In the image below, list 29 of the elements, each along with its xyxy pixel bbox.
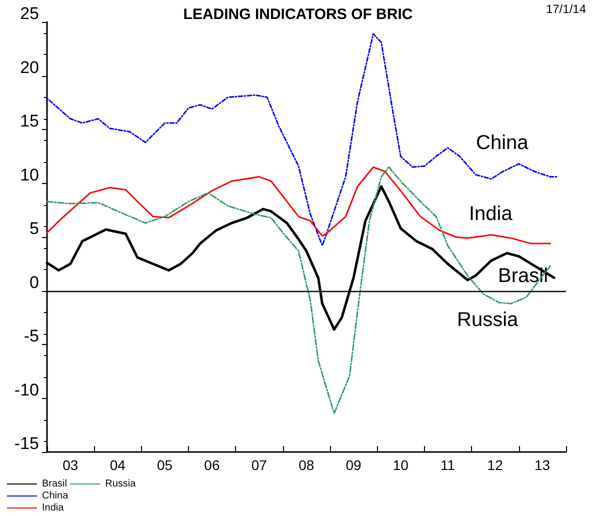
x-tick-label: 12 [487, 457, 504, 473]
legend-label: India [42, 502, 64, 514]
x-tick-label: 09 [346, 457, 362, 473]
y-tick-label: 15 [20, 112, 39, 130]
x-tick-label: 08 [298, 457, 314, 473]
y-tick-label: 25 [20, 4, 39, 23]
annotation: China [476, 132, 530, 154]
text: 17/1/14 [546, 2, 586, 16]
x-tick-label: 03 [62, 457, 78, 473]
legend-label: Brasil [42, 478, 68, 490]
x-tick-label: 07 [251, 457, 268, 473]
y-tick-label: 5 [30, 219, 39, 238]
annotation: Russia [457, 309, 520, 331]
y-tick-label: -15 [14, 434, 39, 453]
y-tick-label: 10 [20, 165, 39, 184]
y-tick-label: 0 [30, 272, 39, 292]
x-tick-label: 13 [534, 457, 550, 473]
x-tick-label: 05 [157, 457, 173, 473]
x-tick-label: 11 [440, 457, 456, 473]
legend-label: China [42, 490, 69, 502]
x-tick-label: 06 [204, 457, 220, 473]
y-tick-label: 20 [20, 58, 39, 77]
y-tick-label: -5 [24, 326, 39, 346]
y-tick-label: -10 [14, 380, 39, 400]
annotation: India [469, 203, 514, 225]
x-tick-label: 04 [110, 457, 126, 473]
chart-title: LEADING INDICATORS OF BRIC [183, 6, 413, 23]
legend-label: Russia [105, 478, 136, 490]
x-tick-label: 10 [392, 457, 409, 473]
